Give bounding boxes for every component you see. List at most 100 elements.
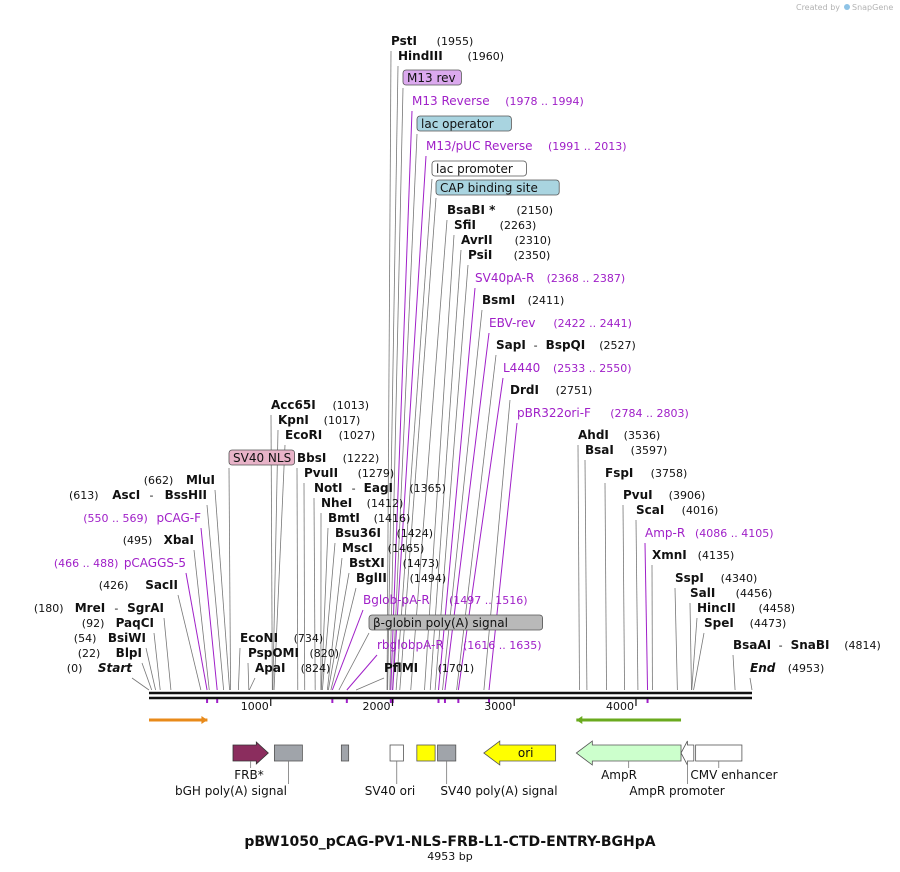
site-label-start[interactable]: Start (0) [67, 661, 133, 675]
site-label-ecori[interactable]: EcoRI (1027) [285, 428, 375, 442]
orf-arrow-left[interactable] [576, 716, 682, 724]
site-label-pspomi[interactable]: PspOMI (820) [248, 646, 339, 660]
site-leader-line [488, 422, 518, 691]
site-label-cap-binding-site[interactable]: CAP binding site [435, 179, 560, 196]
site-label-spei[interactable]: SpeI (4473) [704, 616, 786, 630]
site-label-bsu36i[interactable]: Bsu36I (1424) [335, 526, 433, 540]
site-label-avrii[interactable]: AvrII (2310) [461, 233, 551, 247]
site-label-lac-promoter[interactable]: lac promoter [431, 160, 527, 177]
site-label-pvuii[interactable]: PvuII (1279) [304, 466, 394, 480]
site-label-scai[interactable]: ScaI (4016) [636, 503, 718, 517]
site-label-bsmi[interactable]: BsmI (2411) [482, 293, 564, 307]
separator: - [779, 639, 783, 652]
site-label-l4440[interactable]: L4440 (2533 .. 2550) [503, 361, 632, 375]
site-label-m13-puc-reverse[interactable]: M13/pUC Reverse (1991 .. 2013) [426, 139, 627, 153]
site-label-msci[interactable]: MscI (1465) [342, 541, 424, 555]
site-label-pvui[interactable]: PvuI (3906) [623, 488, 705, 502]
site-label-hindiii[interactable]: HindIII (1960) [398, 49, 504, 63]
site-label-sv40-nls[interactable]: SV40 NLS [228, 449, 295, 466]
site-name: BlpI [116, 646, 142, 660]
site-position: (426) [99, 579, 129, 592]
site-position: (4814) [844, 639, 881, 652]
feature-cmv-enhancer[interactable]: CMV enhancer [690, 744, 778, 782]
site-label-drdi[interactable]: DrdI (2751) [510, 383, 592, 397]
site-label-rbglobpa-r[interactable]: rbglobpA-R (1616 .. 1635) [377, 638, 542, 652]
site-label-bbsi[interactable]: BbsI (1222) [297, 451, 379, 465]
site-leader-line [584, 459, 588, 691]
feature-f1-like[interactable] [416, 744, 436, 762]
feature-label-text: lac promoter [436, 162, 513, 176]
site-label-ahdi[interactable]: AhdI (3536) [578, 428, 660, 442]
site-label-asci[interactable]: BssHII-AscI (613) [69, 488, 207, 502]
site-leader-line [326, 557, 343, 691]
feature-box [389, 744, 404, 762]
site-label-pcag-f[interactable]: pCAG-F (550 .. 569) [83, 511, 201, 525]
site-label-bsaai[interactable]: BsaAI - SnaBI (4814) [733, 638, 881, 652]
site-label-lac-operator[interactable]: lac operator [416, 115, 512, 132]
site-label-paqci[interactable]: PaqCI (92) [82, 616, 154, 630]
site-label-m13-reverse[interactable]: M13 Reverse (1978 .. 1994) [412, 94, 584, 108]
site-name: AvrII [461, 233, 493, 247]
site-label-bglii[interactable]: BglII (1494) [356, 571, 446, 585]
feature-frb[interactable]: FRB* [232, 741, 269, 782]
site-label-psti[interactable]: PstI (1955) [391, 34, 473, 48]
site-name: pCAGGS-5 [124, 556, 186, 570]
site-label-sapi[interactable]: SapI - BspQI (2527) [496, 338, 636, 352]
site-label-bsiwi[interactable]: BsiWI (54) [74, 631, 146, 645]
site-position: (4458) [759, 602, 796, 615]
site-label-xbai[interactable]: XbaI (495) [123, 533, 194, 547]
site-label-nhei[interactable]: NheI (1412) [321, 496, 403, 510]
feature-sv40-ori[interactable]: SV40 ori [365, 744, 416, 798]
site-label-econi[interactable]: EcoNI (734) [240, 631, 323, 645]
site-label-fspi[interactable]: FspI (3758) [605, 466, 687, 480]
orf-arrow-right[interactable] [149, 716, 208, 724]
site-position: (4340) [721, 572, 758, 585]
site-label-m13-rev[interactable]: M13 rev [402, 69, 462, 86]
site-label-bsai[interactable]: BsaI (3597) [585, 443, 667, 457]
site-label-bglob-pa-r[interactable]: Bglob-pA-R (1497 .. 1516) [363, 593, 528, 607]
feature-ori[interactable]: ori [483, 740, 557, 766]
site-leader-line [424, 234, 455, 691]
site-label-xmni[interactable]: XmnI (4135) [652, 548, 734, 562]
feature-sv40-poly-a-signal[interactable]: SV40 poly(A) signal [437, 744, 558, 798]
site-name: PstI [391, 34, 417, 48]
site-label-acc65i[interactable]: Acc65I (1013) [271, 398, 369, 412]
site-label-mrei[interactable]: SgrAI-MreI (180) [34, 601, 164, 615]
site-leader-line [214, 489, 230, 691]
feature-bgh-poly-a-signal[interactable]: bGH poly(A) signal [175, 744, 303, 798]
site-label-bsabi[interactable]: BsaBI * (2150) [447, 203, 553, 217]
site-position: (4135) [698, 549, 735, 562]
site-label-sacii[interactable]: SacII (426) [99, 578, 178, 592]
site-label-amp-r[interactable]: Amp-R (4086 .. 4105) [645, 526, 774, 540]
site-label-mlui[interactable]: MluI (662) [144, 473, 215, 487]
site-label-pcaggs-5[interactable]: pCAGGS-5 (466 .. 488) [54, 556, 186, 570]
site-label-noti[interactable]: NotI - EagI (1365) [314, 481, 446, 495]
site-label-sv40pa-r[interactable]: SV40pA-R (2368 .. 2387) [475, 271, 625, 285]
site-label-pbr322ori-f[interactable]: pBR322ori-F (2784 .. 2803) [517, 406, 689, 420]
site-label-end[interactable]: End (4953) [750, 661, 824, 675]
feature-ampr-promoter[interactable]: AmpR promoter [629, 740, 725, 798]
site-leader-line [689, 602, 692, 691]
site-label-blpi[interactable]: BlpI (22) [78, 646, 142, 660]
site-leader-line [273, 444, 286, 691]
site-label-bmti[interactable]: BmtI (1416) [328, 511, 410, 525]
site-label-ebv-rev[interactable]: EBV-rev (2422 .. 2441) [489, 316, 632, 330]
feature-ampr[interactable]: AmpR [575, 740, 682, 782]
site-label-bstxi[interactable]: BstXI (1473) [349, 556, 439, 570]
site-leader-line [355, 677, 385, 691]
site-position: (1465) [388, 542, 425, 555]
site-label-sali[interactable]: SalI (4456) [690, 586, 772, 600]
site-leader-line [145, 647, 156, 691]
site-label-apai[interactable]: ApaI (824) [255, 661, 330, 675]
feature-misc-small[interactable] [340, 744, 350, 762]
site-label-sfii[interactable]: SfiI (2263) [454, 218, 536, 232]
site-name: BmtI [328, 511, 360, 525]
site-label-hincii[interactable]: HincII (4458) [697, 601, 795, 615]
site-label-kpni[interactable]: KpnI (1017) [278, 413, 360, 427]
site-label-globin-poly-a-signal[interactable]: β-globin poly(A) signal [368, 614, 544, 631]
site-label-pflmi[interactable]: PflMI (1701) [384, 661, 474, 675]
site-leader-line [346, 654, 378, 691]
site-label-sspi[interactable]: SspI (4340) [675, 571, 757, 585]
site-label-psii[interactable]: PsiI (2350) [468, 248, 550, 262]
site-position: (1616 .. 1635) [463, 639, 542, 652]
